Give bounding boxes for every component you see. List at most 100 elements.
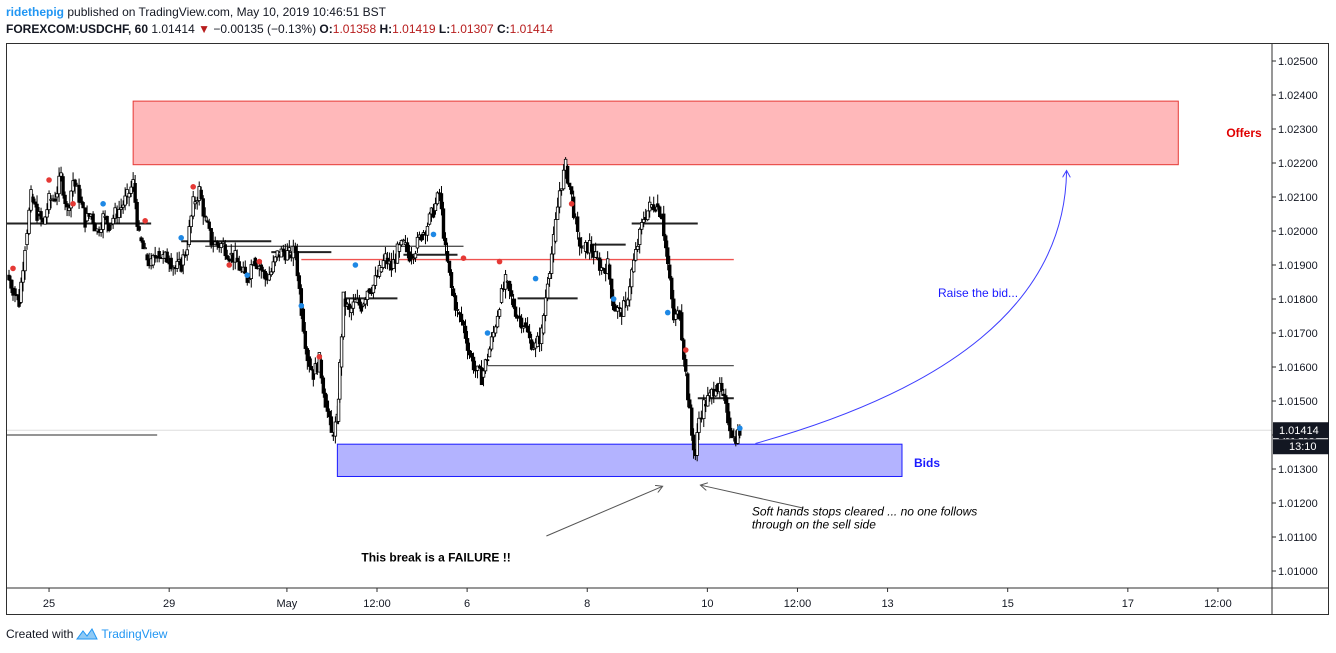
candle[interactable]: [117, 200, 121, 224]
candle[interactable]: [305, 346, 310, 370]
candle[interactable]: [658, 205, 662, 218]
candle[interactable]: [702, 394, 706, 428]
candle[interactable]: [381, 254, 386, 270]
candle[interactable]: [617, 302, 622, 318]
candle[interactable]: [261, 266, 265, 279]
candle[interactable]: [371, 284, 376, 299]
candle[interactable]: [323, 388, 328, 408]
candle[interactable]: [181, 249, 185, 275]
candle[interactable]: [47, 190, 51, 214]
candle[interactable]: [485, 353, 490, 366]
candle[interactable]: [411, 255, 416, 265]
candle[interactable]: [199, 186, 203, 200]
candle[interactable]: [627, 278, 632, 307]
candle[interactable]: [666, 240, 670, 271]
candle[interactable]: [443, 232, 448, 255]
candle[interactable]: [307, 349, 312, 373]
candle[interactable]: [569, 186, 574, 203]
candle[interactable]: [640, 218, 644, 235]
candle[interactable]: [267, 266, 271, 282]
candle[interactable]: [455, 302, 460, 318]
candle[interactable]: [363, 296, 368, 309]
candle[interactable]: [145, 253, 149, 267]
candle[interactable]: [9, 275, 13, 294]
candle[interactable]: [13, 286, 17, 303]
candle[interactable]: [690, 404, 694, 441]
candle[interactable]: [341, 291, 346, 340]
candle[interactable]: [493, 324, 498, 337]
candle[interactable]: [413, 250, 418, 262]
candle[interactable]: [351, 294, 356, 316]
candle[interactable]: [63, 191, 67, 211]
candle[interactable]: [365, 290, 370, 307]
candle[interactable]: [61, 173, 65, 199]
candle[interactable]: [674, 308, 678, 327]
candle[interactable]: [157, 247, 161, 263]
candle[interactable]: [646, 210, 650, 222]
candle[interactable]: [461, 319, 466, 334]
candle[interactable]: [215, 240, 219, 250]
candle[interactable]: [597, 252, 602, 276]
candle[interactable]: [463, 319, 468, 344]
candle[interactable]: [193, 196, 197, 210]
candle[interactable]: [287, 240, 292, 260]
candle[interactable]: [373, 266, 378, 290]
candle[interactable]: [119, 198, 123, 218]
candle[interactable]: [127, 192, 131, 207]
candle[interactable]: [339, 333, 344, 376]
candle[interactable]: [235, 249, 239, 263]
candle[interactable]: [273, 255, 277, 267]
candle[interactable]: [325, 394, 330, 418]
candle[interactable]: [247, 276, 251, 284]
candle[interactable]: [425, 222, 430, 242]
candle[interactable]: [487, 346, 492, 358]
candle[interactable]: [209, 227, 213, 249]
candle[interactable]: [557, 181, 562, 214]
candle[interactable]: [697, 411, 701, 441]
candle[interactable]: [638, 227, 642, 254]
candle[interactable]: [169, 253, 173, 272]
candle[interactable]: [415, 232, 420, 253]
failure-arrow[interactable]: [546, 487, 661, 537]
candle[interactable]: [543, 289, 548, 322]
candle[interactable]: [686, 372, 690, 408]
candle[interactable]: [141, 237, 145, 250]
candle[interactable]: [575, 211, 580, 240]
candle[interactable]: [563, 157, 568, 179]
candle[interactable]: [511, 294, 516, 310]
candle[interactable]: [607, 263, 612, 285]
candle[interactable]: [269, 267, 273, 277]
candle[interactable]: [475, 365, 480, 379]
candle[interactable]: [279, 246, 284, 258]
candle[interactable]: [541, 313, 546, 336]
candle[interactable]: [293, 242, 298, 261]
candle[interactable]: [635, 238, 640, 253]
candle[interactable]: [327, 408, 332, 426]
candle[interactable]: [357, 294, 362, 309]
candle[interactable]: [271, 255, 275, 274]
candle[interactable]: [481, 368, 486, 387]
candle[interactable]: [53, 191, 57, 203]
candle[interactable]: [101, 210, 105, 239]
candle[interactable]: [191, 190, 195, 220]
candle[interactable]: [491, 325, 496, 343]
tradingview-link[interactable]: TradingView: [101, 627, 168, 641]
candle[interactable]: [333, 416, 338, 444]
candle[interactable]: [109, 223, 113, 230]
candle[interactable]: [93, 222, 97, 232]
candle[interactable]: [668, 255, 672, 281]
candle[interactable]: [297, 272, 302, 295]
candle[interactable]: [559, 188, 564, 196]
candle[interactable]: [642, 211, 646, 228]
candle[interactable]: [77, 178, 81, 209]
candle[interactable]: [151, 253, 155, 269]
candle[interactable]: [113, 202, 117, 223]
candle[interactable]: [203, 207, 207, 222]
candle[interactable]: [383, 246, 388, 269]
candle[interactable]: [433, 197, 438, 215]
candle[interactable]: [45, 203, 49, 224]
candle[interactable]: [513, 298, 518, 319]
candle[interactable]: [724, 388, 728, 413]
candle[interactable]: [565, 164, 570, 185]
